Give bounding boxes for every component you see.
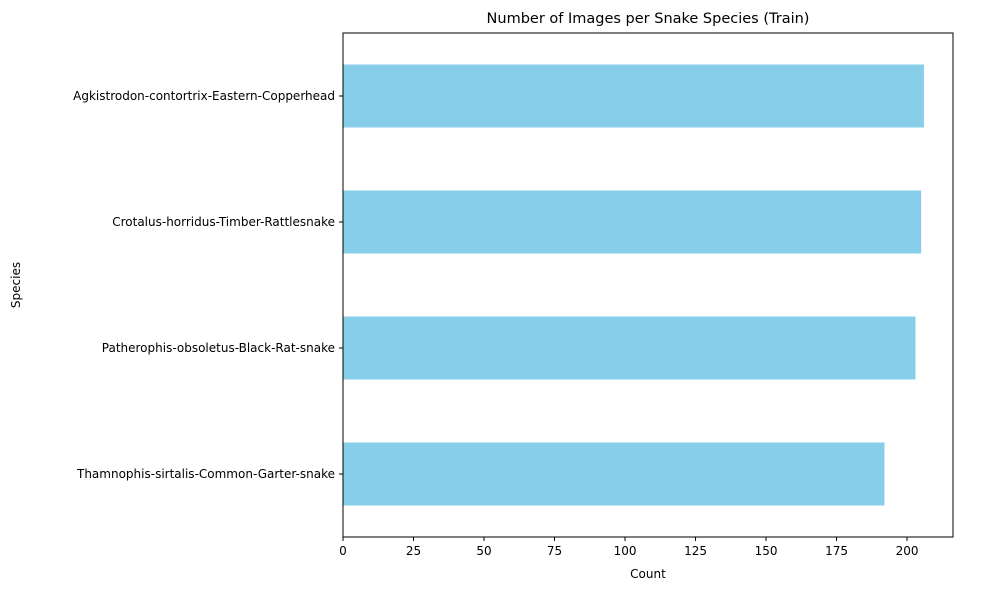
axes-layer xyxy=(342,32,954,538)
x-tick-label: 75 xyxy=(547,544,562,558)
x-tick-label: 50 xyxy=(476,544,491,558)
x-tick-label: 125 xyxy=(684,544,707,558)
bars-layer xyxy=(343,64,924,506)
y-tick-label: Thamnophis-sirtalis-Common-Garter-snake xyxy=(76,467,335,481)
x-tick-label: 150 xyxy=(755,544,778,558)
bar xyxy=(343,190,922,254)
y-axis-label: Species xyxy=(9,262,23,308)
bar xyxy=(343,316,916,380)
ticks-layer: Agkistrodon-contortrix-Eastern-Copperhea… xyxy=(73,89,918,558)
chart-title: Number of Images per Snake Species (Trai… xyxy=(487,11,810,27)
y-tick-label: Crotalus-horridus-Timber-Rattlesnake xyxy=(112,215,335,229)
plot-frame xyxy=(342,32,954,538)
x-axis-label: Count xyxy=(630,567,666,581)
x-tick-label: 25 xyxy=(406,544,421,558)
bar xyxy=(343,442,885,506)
x-tick-label: 0 xyxy=(339,544,347,558)
y-tick-label: Patherophis-obsoletus-Black-Rat-snake xyxy=(102,341,335,355)
bar xyxy=(343,64,924,128)
x-tick-label: 200 xyxy=(896,544,919,558)
y-tick-label: Agkistrodon-contortrix-Eastern-Copperhea… xyxy=(73,89,335,103)
x-tick-label: 175 xyxy=(825,544,848,558)
x-tick-label: 100 xyxy=(614,544,637,558)
